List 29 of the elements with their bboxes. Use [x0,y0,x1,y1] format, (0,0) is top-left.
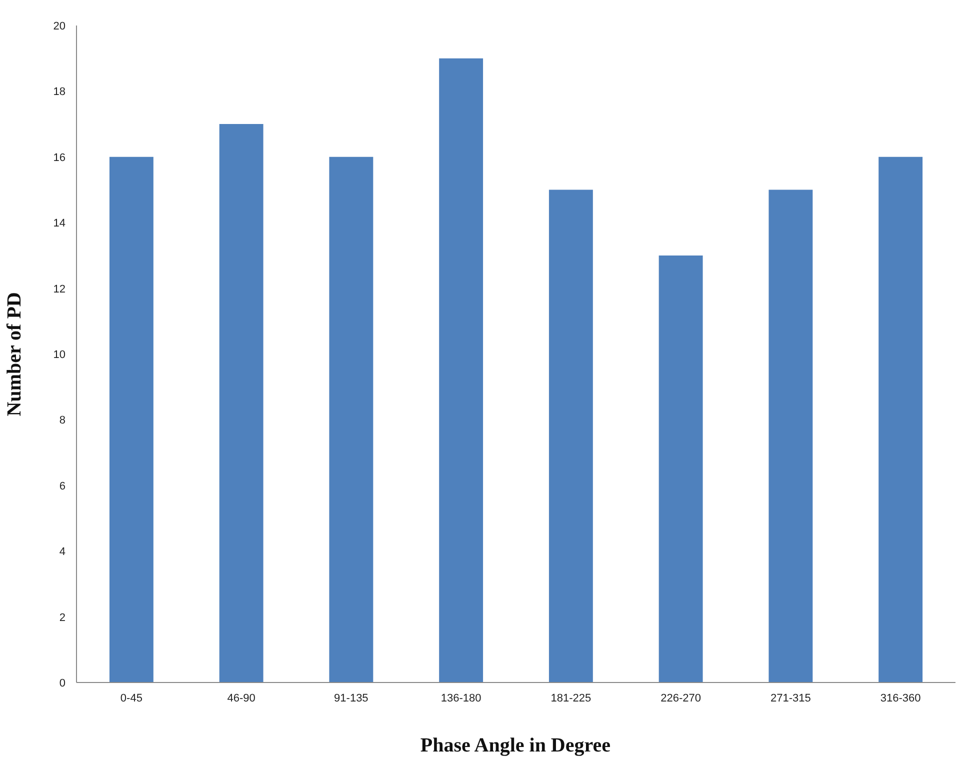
bar [768,190,813,682]
bar [878,156,923,682]
bar [329,156,374,682]
x-tick-label: 91-135 [334,692,368,704]
x-tick-label: 0-45 [120,692,142,704]
y-tick-label: 12 [53,283,66,296]
x-tick-label: 136-180 [440,692,482,704]
y-tick-label: 6 [59,480,66,492]
y-tick-label: 18 [53,86,66,98]
x-tick-label: 181-225 [550,692,592,704]
y-tick-label: 4 [59,546,66,558]
bar [658,255,703,682]
bar [109,156,154,682]
y-tick-label: 0 [59,678,66,690]
x-tick-label: 271-315 [770,692,811,704]
y-tick-label: 16 [53,152,66,164]
y-tick-label: 8 [59,414,66,427]
y-tick-label: 20 [53,20,66,32]
bar [219,124,264,682]
y-tick-label: 14 [53,218,66,230]
x-tick-label: 316-360 [880,692,921,704]
x-tick-label: 46-90 [227,692,256,704]
y-axis-title: Number of PD [3,292,26,416]
x-tick-label: 226-270 [660,692,702,704]
y-tick-label: 10 [53,349,66,361]
x-axis-title: Phase Angle in Degree [420,734,611,756]
y-tick-label: 2 [59,612,66,624]
bar [548,190,593,682]
bar [439,58,484,682]
